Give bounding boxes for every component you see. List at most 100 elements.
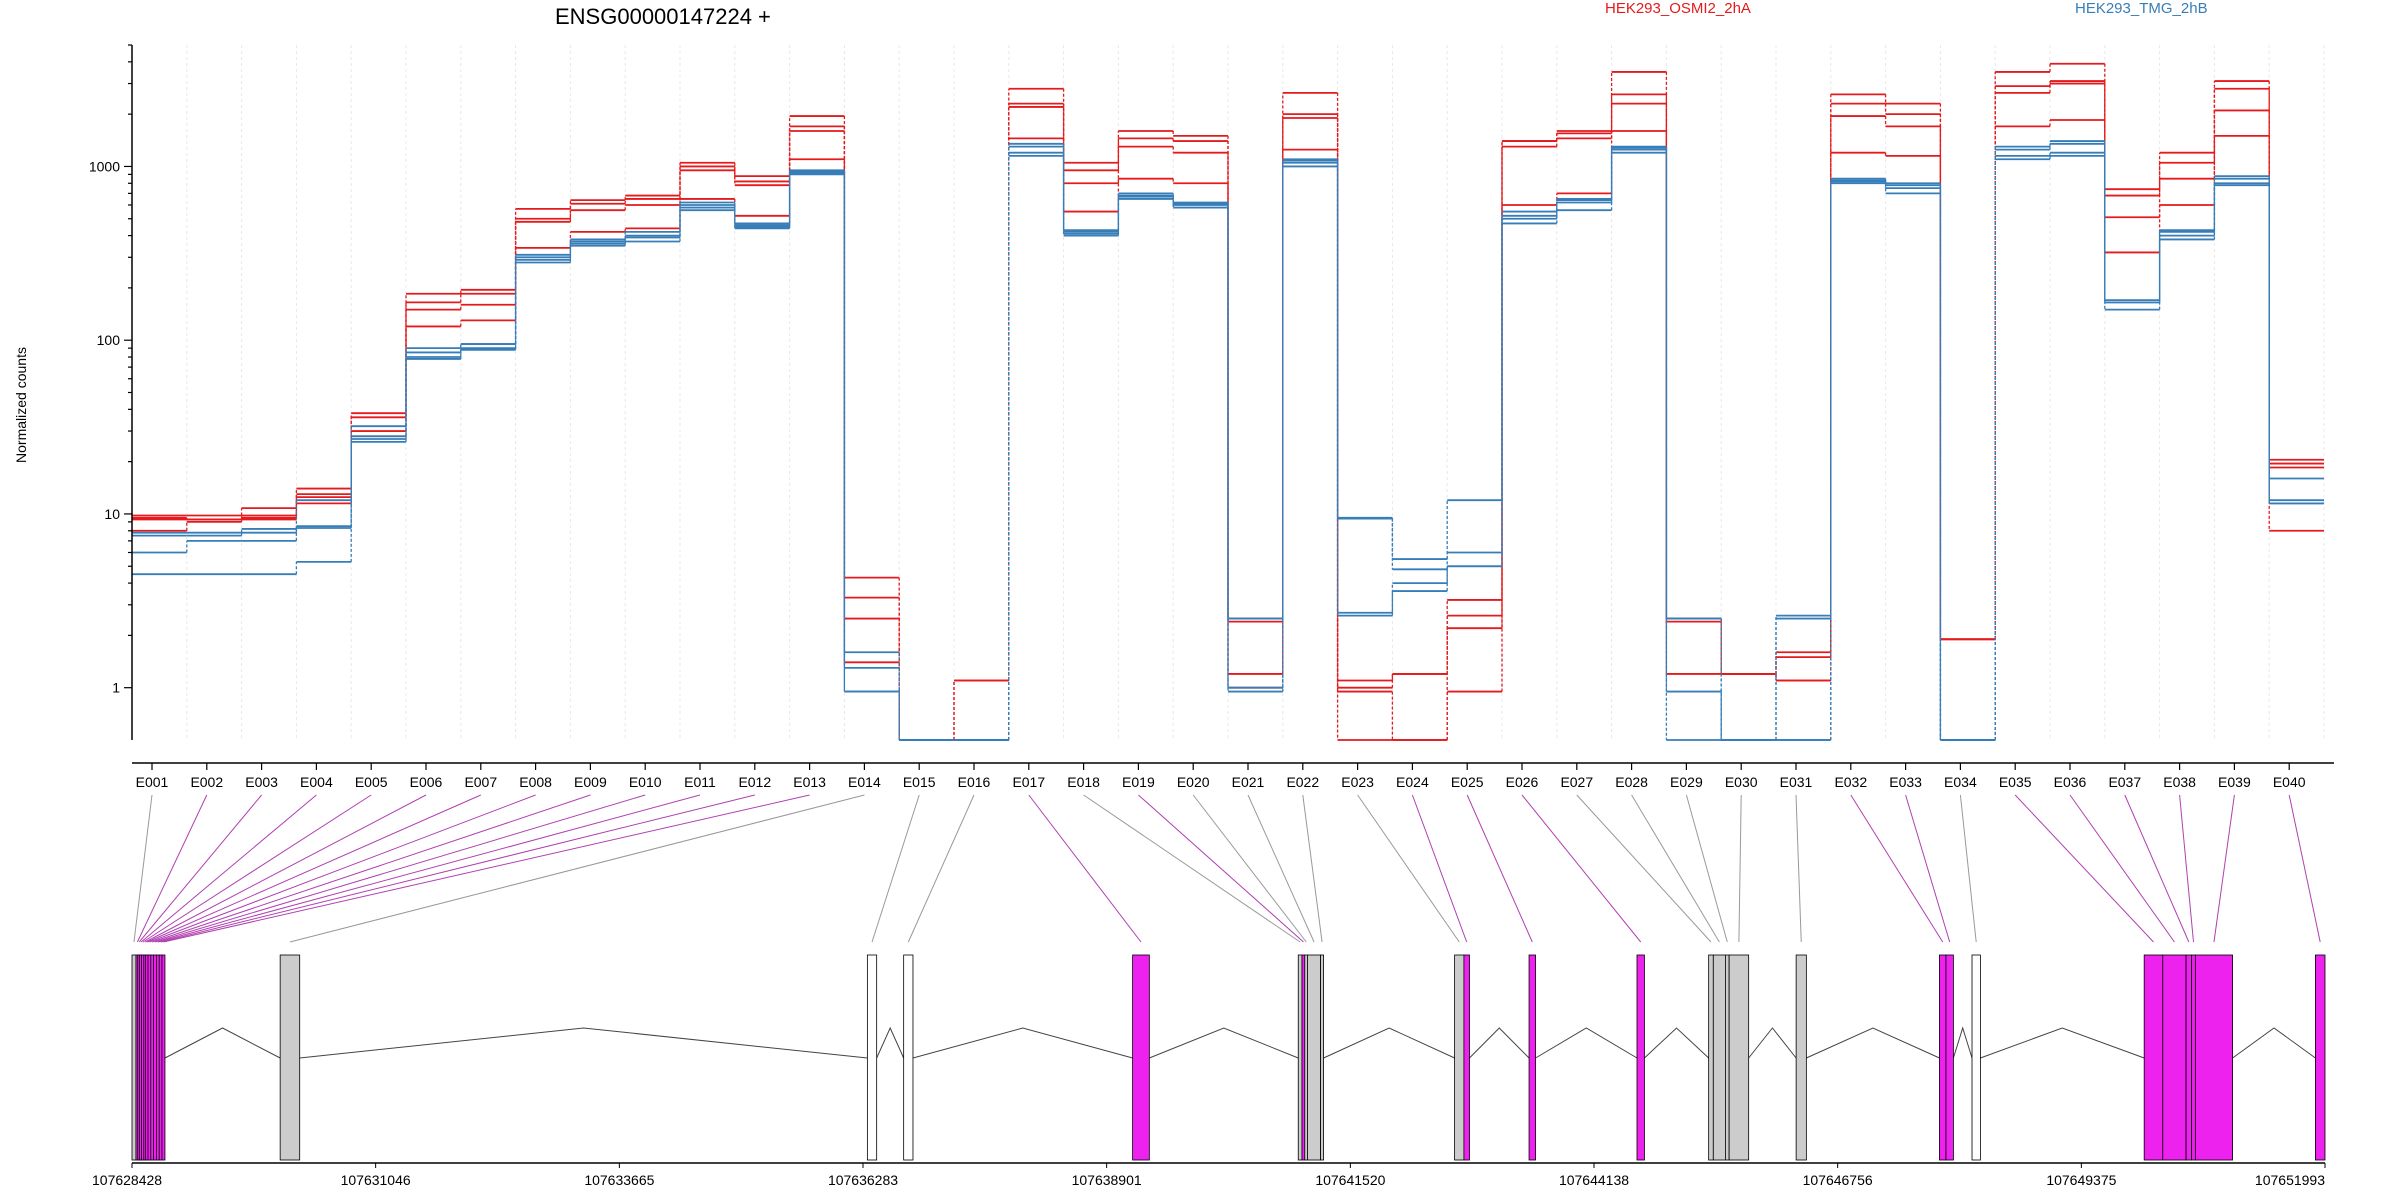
y-tick-label: 10 bbox=[104, 506, 120, 522]
exon-box bbox=[1939, 954, 1947, 1161]
coordinate-tick-label: 107638901 bbox=[1072, 1172, 1142, 1188]
exon-box bbox=[1708, 954, 1714, 1161]
exon-connector bbox=[2179, 794, 2195, 943]
coordinate-tick-label: 107649375 bbox=[2046, 1172, 2116, 1188]
legend-entry-tmg: HEK293_TMG_2hB bbox=[2075, 0, 2208, 17]
x-tick-label: E021 bbox=[1232, 774, 1265, 790]
exon-connector bbox=[1521, 794, 1642, 943]
chart-title: ENSG00000147224 + bbox=[555, 4, 771, 29]
exon-connector bbox=[140, 794, 317, 943]
exon-box bbox=[1728, 954, 1750, 1161]
series-lines bbox=[132, 62, 2324, 741]
x-tick-label: E027 bbox=[1560, 774, 1593, 790]
exon-box bbox=[279, 954, 301, 1161]
exon-connector bbox=[907, 794, 975, 943]
exon-connector bbox=[145, 794, 427, 943]
exon-box bbox=[2191, 954, 2196, 1161]
exon-box bbox=[2185, 954, 2193, 1161]
x-tick-label: E006 bbox=[410, 774, 443, 790]
x-axis: E001 E002 E003 E004 E005 E006 E007 E008 E009 E010… bbox=[132, 762, 2334, 790]
x-tick-label: E039 bbox=[2218, 774, 2251, 790]
intron-line bbox=[1806, 1027, 1940, 1059]
coordinate-axis: 107628428 107631046 107633665 107636283 1076… bbox=[92, 1162, 2326, 1188]
x-tick-label: E015 bbox=[903, 774, 936, 790]
intron-line bbox=[1748, 1027, 1797, 1059]
intron-line bbox=[912, 1027, 1133, 1059]
exon-box bbox=[2143, 954, 2164, 1161]
exon-connector bbox=[1302, 794, 1323, 943]
x-tick-label: E003 bbox=[245, 774, 278, 790]
exon-box bbox=[1320, 954, 1324, 1161]
exon-connector bbox=[2124, 794, 2190, 943]
exon-connector bbox=[1028, 794, 1142, 943]
x-tick-label: E025 bbox=[1451, 774, 1484, 790]
exon-connector bbox=[136, 794, 208, 943]
series-7 bbox=[132, 142, 2324, 741]
exon-box bbox=[2194, 954, 2233, 1161]
x-tick-label: E014 bbox=[848, 774, 881, 790]
coordinate-tick-label: 107636283 bbox=[828, 1172, 898, 1188]
exon-connector bbox=[1850, 794, 1944, 943]
x-tick-label: E019 bbox=[1122, 774, 1155, 790]
x-tick-label: E008 bbox=[519, 774, 552, 790]
exon-connector bbox=[152, 794, 591, 943]
coordinate-tick-label: 107631046 bbox=[341, 1172, 411, 1188]
x-tick-label: E026 bbox=[1506, 774, 1539, 790]
exon-connector bbox=[142, 794, 372, 943]
exon-connector bbox=[1685, 794, 1728, 943]
exon-connector bbox=[1466, 794, 1533, 943]
exon-connector bbox=[1083, 794, 1301, 943]
exon-connector bbox=[2288, 794, 2321, 943]
legend-entry-osmi2: HEK293_OSMI2_2hA bbox=[1605, 0, 1751, 17]
x-tick-label: E020 bbox=[1177, 774, 1210, 790]
intron-line bbox=[1149, 1027, 1299, 1059]
exon-box bbox=[1132, 954, 1150, 1161]
exon-box bbox=[161, 954, 166, 1161]
y-tick-label: 100 bbox=[97, 332, 121, 348]
exon-connector bbox=[133, 794, 153, 943]
exon-connector bbox=[157, 794, 701, 943]
exon-connector bbox=[1138, 794, 1304, 943]
x-tick-label: E040 bbox=[2273, 774, 2306, 790]
coordinate-tick-label: 107633665 bbox=[584, 1172, 654, 1188]
exon-box bbox=[1725, 954, 1730, 1161]
exon-box bbox=[131, 954, 137, 1161]
intron-line bbox=[876, 1026, 905, 1059]
coordinate-tick-label: 107644138 bbox=[1559, 1172, 1629, 1188]
exon-box bbox=[1971, 954, 1981, 1161]
exon-connector bbox=[289, 794, 865, 943]
x-tick-label: E002 bbox=[190, 774, 223, 790]
exon-connector bbox=[149, 794, 536, 943]
intron-line bbox=[1323, 1027, 1455, 1059]
exon-connector bbox=[160, 794, 755, 943]
coordinate-tick-label: 107641520 bbox=[1315, 1172, 1385, 1188]
y-tick-label: 1000 bbox=[89, 158, 120, 174]
exon-box bbox=[2315, 954, 2326, 1161]
x-tick-label: E013 bbox=[793, 774, 826, 790]
exon-connector bbox=[2069, 794, 2175, 943]
exon-box bbox=[1454, 954, 1465, 1161]
intron-line bbox=[1469, 1027, 1530, 1059]
y-axis: 1 10 100 1000 bbox=[89, 44, 133, 740]
exon-connector bbox=[2213, 794, 2235, 943]
exon-connector bbox=[1795, 794, 1802, 943]
exon-box bbox=[903, 954, 914, 1161]
intron-line bbox=[1952, 1026, 1973, 1059]
x-tick-label: E018 bbox=[1067, 774, 1100, 790]
exon-box bbox=[1945, 954, 1954, 1161]
x-tick-label: E005 bbox=[355, 774, 388, 790]
exon-box bbox=[1307, 954, 1321, 1161]
exon-box bbox=[1463, 954, 1470, 1161]
exon-box bbox=[1297, 954, 1303, 1161]
exon-connector bbox=[138, 794, 262, 943]
intron-line bbox=[1644, 1027, 1709, 1059]
gene-model bbox=[131, 954, 2326, 1161]
exon-connector bbox=[2014, 794, 2154, 943]
exon-box bbox=[1795, 954, 1807, 1161]
intron-line bbox=[164, 1027, 281, 1059]
exon-box bbox=[2162, 954, 2187, 1161]
coordinate-tick-label: 107628428 bbox=[92, 1172, 162, 1188]
exon-connector bbox=[1905, 794, 1951, 943]
intron-line bbox=[1980, 1027, 2145, 1059]
x-tick-label: E029 bbox=[1670, 774, 1703, 790]
